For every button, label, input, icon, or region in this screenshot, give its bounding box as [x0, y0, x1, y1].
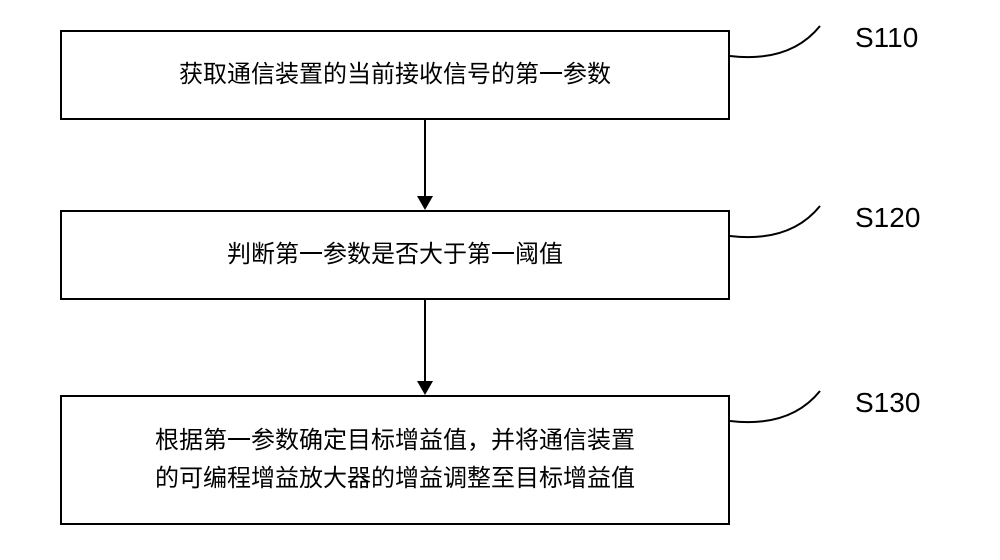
flow-node-s110-text: 获取通信装置的当前接收信号的第一参数: [179, 56, 611, 94]
step-label-s130: S130: [855, 387, 920, 419]
flow-node-s130-text-line2: 的可编程增益放大器的增益调整至目标增益值: [155, 460, 635, 498]
flowchart-container: 获取通信装置的当前接收信号的第一参数 S110 判断第一参数是否大于第一阈值 S…: [0, 0, 1000, 560]
flow-node-s130-text-line1: 根据第一参数确定目标增益值，并将通信装置: [155, 422, 635, 460]
flow-edge-1: [60, 120, 790, 210]
step-label-s120: S120: [855, 202, 920, 234]
flow-node-s130: 根据第一参数确定目标增益值，并将通信装置 的可编程增益放大器的增益调整至目标增益…: [60, 395, 730, 525]
flow-edge-2: [60, 300, 790, 395]
flow-node-s120-text: 判断第一参数是否大于第一阈值: [227, 236, 563, 274]
flow-node-s110: 获取通信装置的当前接收信号的第一参数: [60, 30, 730, 120]
bracket-s110: [730, 18, 845, 68]
flow-node-s120: 判断第一参数是否大于第一阈值: [60, 210, 730, 300]
step-label-s110: S110: [855, 22, 918, 54]
